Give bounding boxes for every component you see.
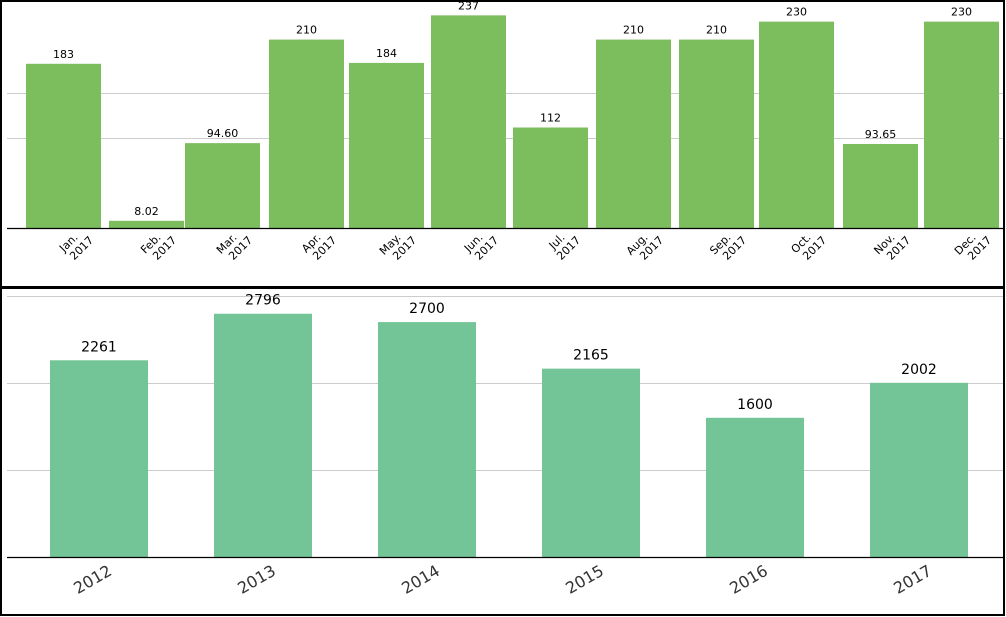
monthly-tick-label: Jan.2017 <box>56 225 96 265</box>
yearly-data-label: 1600 <box>737 397 773 413</box>
monthly-data-label: 184 <box>376 47 397 60</box>
yearly-tick-label: 2013 <box>234 561 279 598</box>
yearly-bar-2012 <box>50 360 148 557</box>
yearly-tick-label: 2017 <box>890 561 935 598</box>
monthly-tick-label: Jul.2017 <box>545 225 583 263</box>
yearly-tick-label: 2012 <box>70 561 115 598</box>
monthly-tick-label: Dec.2017 <box>952 225 994 267</box>
monthly-tick-label: Apr.2017 <box>299 225 339 265</box>
monthly-bar-jul-2017 <box>513 127 588 228</box>
monthly-tick-label: Sep.2017 <box>707 225 749 267</box>
monthly-panel: 183 8.02 94.60 210 184 237 112 210 210 230 93.65 23… <box>7 0 1004 267</box>
monthly-bar-aug-2017 <box>596 39 671 228</box>
monthly-data-label: 210 <box>296 24 317 37</box>
monthly-bar-nov-2017 <box>843 143 918 228</box>
monthly-bar-mar-2017 <box>185 143 260 228</box>
monthly-bar-feb-2017 <box>109 220 184 228</box>
monthly-data-label: 183 <box>53 48 74 61</box>
monthly-data-label: 237 <box>458 0 479 12</box>
yearly-bar-2013 <box>214 313 312 557</box>
yearly-panel: 2261 2796 2700 2165 1600 2002 2012 2013 2014 2015… <box>7 293 1004 598</box>
monthly-bar-sep-2017 <box>679 39 754 228</box>
monthly-bar-jan-2017 <box>26 63 101 228</box>
monthly-tick-label: Jun.2017 <box>461 225 501 265</box>
monthly-bar-dec-2017 <box>924 21 999 228</box>
monthly-data-label: 210 <box>706 24 727 37</box>
monthly-tick-label: Feb.2017 <box>138 225 179 266</box>
yearly-tick-label: 2014 <box>398 561 443 598</box>
monthly-data-label: 230 <box>951 6 972 19</box>
monthly-data-label: 112 <box>540 112 561 125</box>
monthly-data-label: 8.02 <box>134 205 159 218</box>
monthly-tick-label: Mar.2017 <box>214 225 255 266</box>
monthly-data-label: 94.60 <box>207 127 239 140</box>
yearly-data-label: 2700 <box>409 301 445 317</box>
yearly-tick-label: 2015 <box>562 561 607 598</box>
yearly-bar-2015 <box>542 368 640 557</box>
monthly-tick-label: Nov.2017 <box>871 225 913 267</box>
monthly-tick-label: Aug.2017 <box>624 225 666 267</box>
yearly-tick-label: 2016 <box>726 561 771 598</box>
yearly-panel-frame <box>0 287 1005 616</box>
yearly-data-label: 2796 <box>245 293 281 309</box>
yearly-bar-2014 <box>378 322 476 557</box>
yearly-data-label: 2261 <box>81 339 117 355</box>
monthly-bar-oct-2017 <box>759 21 834 228</box>
monthly-data-label: 210 <box>623 24 644 37</box>
monthly-bar-apr-2017 <box>269 39 344 228</box>
monthly-tick-label: May.2017 <box>377 225 419 267</box>
monthly-data-label: 230 <box>786 6 807 19</box>
monthly-data-label: 93.65 <box>865 128 897 141</box>
monthly-bar-jun-2017 <box>431 15 506 229</box>
monthly-bar-may-2017 <box>349 62 424 229</box>
yearly-data-label: 2165 <box>573 348 609 364</box>
monthly-tick-label: Oct.2017 <box>789 225 830 266</box>
yearly-data-label: 2002 <box>901 362 937 378</box>
yearly-bar-2016 <box>706 417 804 557</box>
yearly-bar-2017 <box>870 382 968 557</box>
